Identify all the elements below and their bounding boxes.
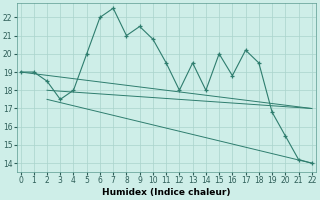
X-axis label: Humidex (Indice chaleur): Humidex (Indice chaleur) [102, 188, 230, 197]
